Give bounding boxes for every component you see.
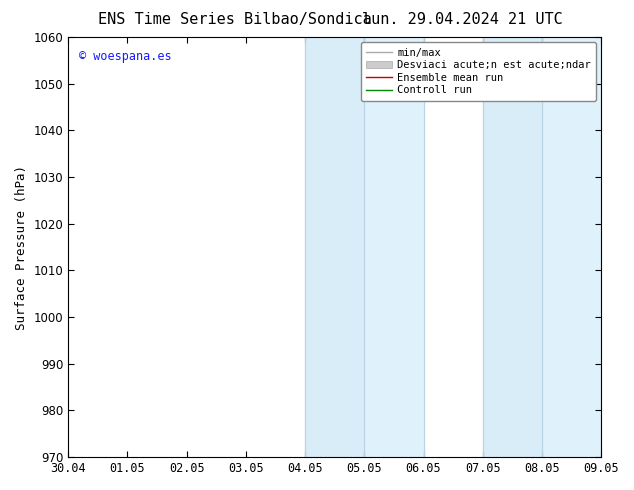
Bar bbox=[365, 37, 424, 457]
Bar bbox=[542, 37, 601, 457]
Text: lun. 29.04.2024 21 UTC: lun. 29.04.2024 21 UTC bbox=[363, 12, 563, 27]
Y-axis label: Surface Pressure (hPa): Surface Pressure (hPa) bbox=[15, 165, 28, 330]
Bar bbox=[305, 37, 365, 457]
Text: © woespana.es: © woespana.es bbox=[79, 50, 171, 63]
Bar bbox=[482, 37, 542, 457]
Text: ENS Time Series Bilbao/Sondica: ENS Time Series Bilbao/Sondica bbox=[98, 12, 372, 27]
Legend: min/max, Desviaci acute;n est acute;ndar, Ensemble mean run, Controll run: min/max, Desviaci acute;n est acute;ndar… bbox=[361, 42, 596, 100]
